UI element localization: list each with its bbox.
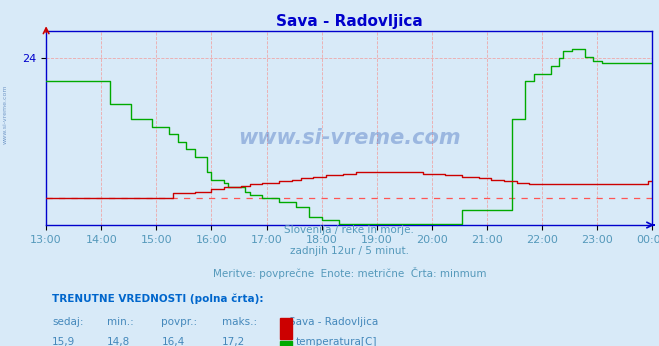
Text: Meritve: povprečne  Enote: metrične  Črta: minmum: Meritve: povprečne Enote: metrične Črta:… (212, 267, 486, 279)
Bar (279, 318, 292, 339)
Text: 17,2: 17,2 (222, 337, 245, 346)
Text: 16,4: 16,4 (161, 337, 185, 346)
Text: www.si-vreme.com: www.si-vreme.com (238, 128, 461, 148)
Text: 14,8: 14,8 (107, 337, 130, 346)
Text: zadnjih 12ur / 5 minut.: zadnjih 12ur / 5 minut. (290, 246, 409, 256)
Text: www.si-vreme.com: www.si-vreme.com (3, 84, 8, 144)
Title: Sava - Radovljica: Sava - Radovljica (276, 13, 422, 29)
Text: 15,9: 15,9 (52, 337, 75, 346)
Text: Sava - Radovljica: Sava - Radovljica (289, 317, 378, 327)
Text: TRENUTNE VREDNOSTI (polna črta):: TRENUTNE VREDNOSTI (polna črta): (52, 293, 264, 304)
Text: Slovenija / reke in morje.: Slovenija / reke in morje. (284, 225, 415, 235)
Text: sedaj:: sedaj: (52, 317, 84, 327)
Bar (279, 342, 292, 346)
Text: min.:: min.: (107, 317, 134, 327)
Text: maks.:: maks.: (222, 317, 257, 327)
Text: povpr.:: povpr.: (161, 317, 198, 327)
Text: temperatura[C]: temperatura[C] (296, 337, 378, 346)
